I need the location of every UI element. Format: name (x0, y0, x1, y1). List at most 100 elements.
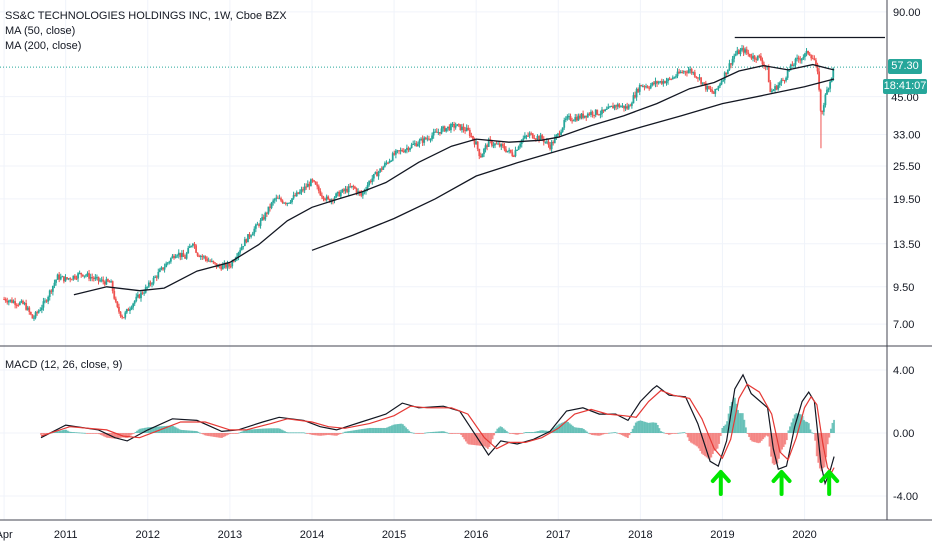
macd-histogram-bar (762, 433, 765, 440)
candle-body (174, 256, 177, 259)
candle-body (303, 186, 306, 191)
macd-histogram-bar (132, 433, 135, 434)
candle-body (393, 153, 396, 155)
candle-body (693, 72, 696, 77)
candle-body (591, 111, 594, 115)
candle-body (601, 109, 603, 114)
candle-body (45, 300, 48, 302)
macd-histogram-bar (507, 432, 510, 434)
macd-histogram-bar (573, 427, 576, 433)
macd-histogram-bar (617, 433, 620, 434)
candle-body (387, 162, 389, 164)
ma200-legend[interactable]: MA (200, close) (5, 40, 82, 52)
macd-histogram-bar (310, 433, 313, 435)
symbol-title[interactable]: SS&C TECHNOLOGIES HOLDINGS INC, 1W, Cboe… (5, 10, 287, 22)
macd-histogram-bar (792, 418, 795, 433)
macd-histogram-bar (642, 421, 645, 433)
macd-histogram-bar (619, 433, 621, 435)
macd-histogram-bar (527, 432, 530, 433)
macd-histogram-bar (471, 433, 474, 445)
candle-body (51, 285, 54, 292)
candle-body (604, 109, 607, 112)
candle-body (182, 253, 185, 257)
signal-line (40, 383, 835, 474)
macd-histogram-bar (809, 429, 812, 433)
candle-body (310, 179, 312, 187)
macd-histogram-bar (707, 433, 710, 459)
macd-histogram-bar (653, 422, 656, 433)
candle-body (272, 200, 275, 203)
macd-histogram-bar (205, 433, 208, 436)
candle-body (187, 247, 190, 254)
candle-body (511, 152, 514, 157)
macd-histogram-bar (441, 431, 444, 433)
macd-histogram-bar (301, 432, 304, 434)
macd-histogram-bar (323, 433, 326, 436)
macd-histogram-bar (199, 432, 201, 434)
candle-body (317, 186, 320, 191)
candle-body (527, 135, 529, 137)
candle-body (616, 104, 619, 107)
macd-histogram-bar (534, 431, 536, 433)
macd-histogram-bar (375, 427, 378, 433)
candle-body (659, 81, 662, 83)
macd-histogram-bar (627, 433, 629, 438)
ma50-legend[interactable]: MA (50, close) (5, 25, 76, 37)
candle-body (204, 256, 207, 259)
candle-body (36, 312, 39, 314)
candle-body (641, 86, 644, 88)
candle-body (439, 132, 441, 134)
macd-histogram-bar (261, 428, 264, 433)
candle-body (39, 309, 42, 311)
macd-histogram-bar (628, 433, 631, 436)
macd-histogram-bar (128, 433, 131, 437)
macd-histogram-bar (125, 433, 127, 438)
candle-body (352, 185, 355, 187)
candle-body (734, 53, 737, 56)
macd-histogram-bar (425, 432, 428, 434)
candle-body (481, 154, 484, 158)
macd-histogram-bar (178, 429, 181, 433)
macd-histogram-bar (335, 433, 338, 436)
candle-body (245, 239, 248, 243)
macd-legend[interactable]: MACD (12, 26, close, 9) (5, 358, 122, 373)
candle-body (343, 189, 345, 192)
macd-histogram-bar (339, 433, 341, 435)
macd-histogram-bar (362, 428, 365, 433)
macd-histogram-bar (499, 426, 502, 433)
candle-body (239, 250, 242, 253)
macd-histogram-bar (447, 432, 450, 434)
macd-histogram-bar (820, 433, 823, 472)
candle-body (789, 64, 792, 70)
candle-body (593, 114, 596, 116)
candle-body (786, 70, 789, 78)
candle-body (344, 188, 347, 192)
candle-body (478, 148, 481, 157)
candle-body (78, 272, 81, 274)
candle-body (579, 115, 581, 119)
candle-body (508, 149, 511, 151)
candle-body (72, 275, 75, 280)
macd-histogram-bar (356, 429, 359, 433)
macd-histogram-bar (422, 433, 425, 434)
candle-body (558, 133, 561, 136)
macd-histogram-bar (408, 430, 411, 433)
candle-body (264, 212, 267, 220)
candle-body (228, 263, 230, 267)
macd-histogram-bar (535, 431, 538, 433)
candle-body (114, 298, 117, 302)
macd-histogram-bar (258, 428, 261, 433)
macd-histogram-bar (609, 432, 612, 434)
macd-histogram-bar (746, 433, 749, 434)
candle-body (286, 203, 289, 205)
candle-body (456, 124, 459, 127)
macd-histogram-bar (757, 433, 760, 444)
candle-body (822, 105, 825, 112)
candle-body (410, 144, 413, 148)
macd-histogram-bar (77, 432, 80, 434)
macd-lines (40, 373, 835, 486)
macd-histogram-bar (417, 433, 420, 434)
candle-body (154, 276, 157, 278)
candle-body (28, 307, 31, 312)
